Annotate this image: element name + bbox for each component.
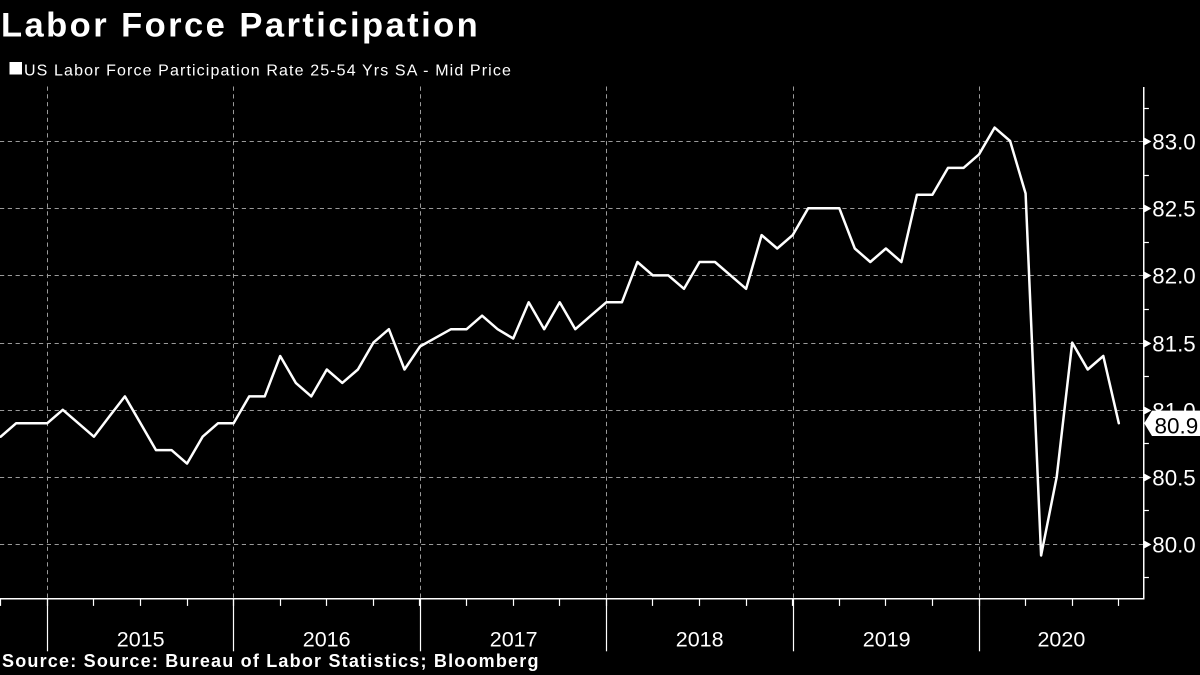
svg-text:80.9: 80.9 [1155, 414, 1199, 439]
svg-text:Labor Force Participation: Labor Force Participation [1, 7, 480, 45]
svg-text:80.5: 80.5 [1152, 465, 1195, 490]
svg-text:2019: 2019 [863, 627, 911, 651]
svg-text:2017: 2017 [490, 627, 538, 651]
svg-text:81.5: 81.5 [1152, 331, 1195, 356]
svg-text:2015: 2015 [117, 627, 165, 651]
svg-text:2016: 2016 [303, 627, 351, 651]
svg-text:2020: 2020 [1037, 627, 1085, 651]
svg-text:US Labor Force Participation R: US Labor Force Participation Rate 25-54 … [24, 63, 512, 80]
svg-text:80.0: 80.0 [1152, 532, 1195, 557]
svg-text:Source: Source: Bureau of Labo: Source: Source: Bureau of Labor Statisti… [2, 651, 540, 671]
svg-text:83.0: 83.0 [1152, 129, 1195, 154]
svg-text:2018: 2018 [676, 627, 724, 651]
svg-text:82.0: 82.0 [1152, 263, 1195, 288]
svg-text:82.5: 82.5 [1152, 196, 1195, 221]
